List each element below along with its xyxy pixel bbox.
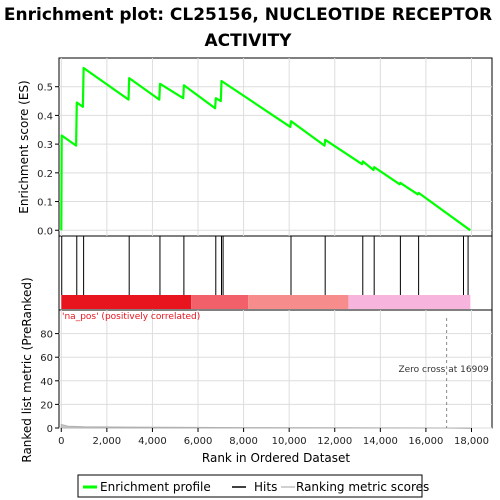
metric-grid (59, 310, 492, 429)
x-tick-label: 12,000 (317, 436, 352, 447)
zero-cross-label: Zero cross at 16909 (398, 365, 489, 375)
x-tick-label: 8,000 (229, 436, 258, 447)
ranking-metric-area (60, 423, 471, 429)
rank-color-band (248, 295, 349, 309)
legend-hits-label: Hits (254, 480, 277, 494)
rank-color-band (61, 295, 192, 309)
rank-color-band (191, 295, 249, 309)
x-tick-label: 4,000 (138, 436, 167, 447)
es-grid (59, 58, 492, 236)
x-tick-label: 6,000 (184, 436, 213, 447)
es-y-tick-label: 0.2 (37, 169, 53, 180)
chart-title-line-2: ACTIVITY (205, 31, 293, 51)
es-y-tick-label: 0.3 (37, 140, 53, 151)
positive-correlation-label: 'na_pos' (positively correlated) (62, 312, 200, 322)
hits-marks (61, 236, 469, 295)
x-axis-label: Rank in Ordered Dataset (202, 451, 350, 465)
es-y-tick-label: 0.1 (37, 198, 53, 209)
chart-title-line-1: Enrichment plot: CL25156, NUCLEOTIDE REC… (4, 5, 492, 25)
enrichment-profile-line (60, 66, 471, 232)
axes-ticks: 0.0 0.1 0.2 0.3 0.4 0.5 0 20 40 60 80 0 2,000 4,000 6,… (37, 83, 489, 447)
legend: Enrichment profile Hits Ranking metric s… (77, 474, 429, 498)
legend-frame (77, 474, 423, 498)
enrichment-profile-series (60, 66, 471, 232)
es-panel-frame (58, 57, 493, 237)
rank-color-bar (61, 295, 471, 309)
es-y-axis-label: Enrichment score (ES) (17, 80, 31, 213)
metric-y-tick-label: 0 (47, 424, 53, 435)
ranking-metric-series (60, 423, 471, 429)
metric-y-tick-label: 40 (40, 377, 53, 388)
rank-color-band (348, 295, 471, 309)
metric-y-tick-label: 20 (40, 400, 53, 411)
legend-metric-label: Ranking metric scores (296, 480, 429, 494)
es-y-tick-label: 0.4 (37, 111, 53, 122)
metric-y-axis-label: Ranked list metric (PreRanked) (20, 277, 34, 462)
metric-y-tick-label: 60 (40, 353, 53, 364)
x-tick-label: 2,000 (93, 436, 122, 447)
metric-panel-frame (58, 309, 493, 429)
x-tick-label: 14,000 (363, 436, 398, 447)
es-y-tick-label: 0.5 (37, 83, 53, 94)
legend-enrichment-label: Enrichment profile (100, 480, 211, 494)
x-tick-label: 18,000 (454, 436, 489, 447)
es-y-tick-label: 0.0 (37, 226, 53, 237)
metric-y-tick-label: 80 (40, 330, 53, 341)
x-tick-label: 0 (58, 436, 64, 447)
x-tick-label: 10,000 (272, 436, 307, 447)
x-tick-label: 16,000 (408, 436, 443, 447)
